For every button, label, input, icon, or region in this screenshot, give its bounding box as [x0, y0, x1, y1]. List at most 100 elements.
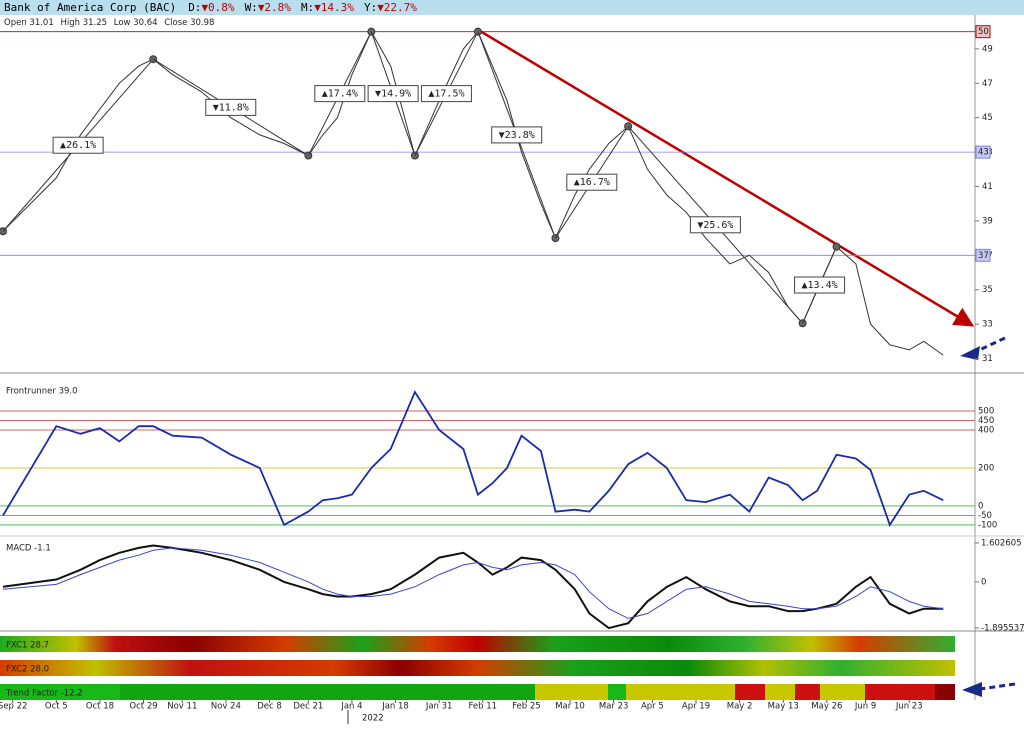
- level-label: 43: [978, 148, 989, 158]
- trend-factor-label: Trend Factor -12.2: [5, 689, 83, 699]
- swing-label: ▲13.4%: [794, 276, 846, 294]
- swing-change: ▲17.4%: [322, 89, 358, 100]
- y-tick-label: 1.602605: [981, 538, 1022, 548]
- period-label: D:: [188, 1, 202, 14]
- x-tick-label: Jan 18: [381, 702, 409, 712]
- swing-box: [367, 85, 419, 103]
- swing-label: ▲16.7%: [566, 173, 618, 191]
- high-value: 31.25: [83, 18, 107, 28]
- frontrunner-label: Frontrunner 39.0: [6, 387, 78, 397]
- close-line: [2, 30, 944, 356]
- swing-label: ▼11.8%: [205, 98, 257, 116]
- swing-box: [314, 85, 366, 103]
- y-tick-label: 200: [978, 463, 994, 473]
- level-box: [975, 248, 991, 262]
- x-tick-label: Oct 29: [129, 702, 157, 712]
- y-tick-label: 45: [982, 113, 993, 123]
- y-tick-label: 49: [982, 44, 993, 54]
- x-tick-label: Jun 23: [895, 702, 923, 712]
- swing-box: [205, 98, 257, 116]
- arrow-head: [962, 682, 982, 697]
- swing-box: [689, 216, 741, 234]
- fxc1-strip: [0, 636, 955, 652]
- swing-label: ▼14.9%: [367, 85, 419, 103]
- x-tick-label: May 26: [811, 702, 842, 712]
- open-value: 31.01: [29, 18, 53, 28]
- year-label: 2022: [362, 714, 384, 724]
- swing-label: ▼25.6%: [689, 216, 741, 234]
- arrow-head: [960, 346, 980, 360]
- y-tick-label: 450: [978, 416, 994, 426]
- header: Bank of America Corp (BAC) D:▼0.8% W:▼2.8%…: [0, 0, 1024, 15]
- level-label: 50: [978, 27, 989, 37]
- swing-box: [52, 136, 104, 154]
- period-change: ▼0.8%: [201, 1, 235, 14]
- x-tick-label: Apr 19: [682, 702, 710, 712]
- x-tick-label: Feb 25: [512, 702, 541, 712]
- symbol-title: Bank of America Corp (BAC): [4, 1, 177, 14]
- fxc2-label: FXC2 28.0: [6, 665, 49, 675]
- x-tick-label: Feb 11: [468, 702, 497, 712]
- trend-line: [479, 29, 975, 327]
- x-tick-label: Oct 18: [86, 702, 114, 712]
- y-tick-label: 0: [981, 577, 986, 587]
- swing-change: ▼25.6%: [697, 220, 733, 231]
- y-tick-label: 400: [978, 425, 994, 435]
- level-label: 37: [978, 251, 989, 261]
- ohlc: Open 31.01 High 31.25 Low 30.64 Close 30…: [4, 18, 214, 28]
- y-tick-label: 33: [982, 320, 993, 330]
- swing-change: ▼14.9%: [375, 89, 411, 100]
- x-tick-label: Mar 23: [599, 702, 629, 712]
- trend-factor-strip: [0, 684, 955, 700]
- swing-change: ▲13.4%: [802, 280, 838, 291]
- y-tick-label: 500: [978, 406, 994, 416]
- low-value: 30.64: [133, 18, 157, 28]
- period-label: W:: [244, 1, 258, 14]
- x-tick-label: Dec 21: [293, 702, 323, 712]
- swing-change: ▲26.1%: [60, 140, 96, 151]
- fxc1-label: FXC1 28.7: [6, 641, 49, 651]
- swing-box: [566, 173, 618, 191]
- x-tick-label: May 13: [768, 702, 799, 712]
- swing-change: ▲16.7%: [574, 177, 610, 188]
- period-change: ▼2.8%: [257, 1, 291, 14]
- y-tick-label: 0: [978, 501, 983, 511]
- x-tick-label: Apr 5: [641, 702, 664, 712]
- close-value: 30.98: [190, 18, 214, 28]
- swing-box: [420, 85, 472, 103]
- swing-change: ▼11.8%: [213, 102, 249, 113]
- swing-box: [491, 126, 543, 144]
- high-label: High: [60, 18, 80, 28]
- low-label: Low: [114, 18, 131, 28]
- close-label: Close: [164, 18, 187, 28]
- frontrunner-line: [2, 390, 944, 527]
- macd-line: [2, 544, 944, 630]
- x-tick-label: Nov 11: [167, 702, 197, 712]
- swing-change: ▲17.5%: [428, 89, 464, 100]
- macd-label: MACD -1.1: [6, 544, 51, 554]
- arrow: [979, 682, 1016, 691]
- macd-line: [2, 547, 944, 619]
- fxc2-strip: [0, 660, 955, 676]
- y-tick-label: 31: [982, 354, 993, 364]
- swing-label: ▲17.5%: [420, 85, 472, 103]
- arrow: [974, 336, 1006, 354]
- x-tick-label: Dec 8: [257, 702, 282, 712]
- period-change: ▼14.3%: [314, 1, 354, 14]
- y-tick-label: 47: [982, 79, 993, 89]
- swing-label: ▼23.8%: [491, 126, 543, 144]
- x-tick-label: May 2: [727, 702, 753, 712]
- period-change: ▼22.7%: [377, 1, 417, 14]
- period-label: Y:: [363, 1, 378, 14]
- x-tick-label: Sep 22: [0, 702, 27, 712]
- swing-box: [794, 276, 846, 294]
- swing-change: ▼23.8%: [499, 130, 535, 141]
- level-box: [975, 145, 991, 159]
- y-tick-label: 41: [982, 182, 993, 192]
- x-tick-label: Jun 9: [854, 702, 876, 712]
- swing-label: ▲26.1%: [52, 136, 104, 154]
- x-tick-label: Jan 31: [425, 702, 453, 712]
- pivot: [832, 242, 841, 251]
